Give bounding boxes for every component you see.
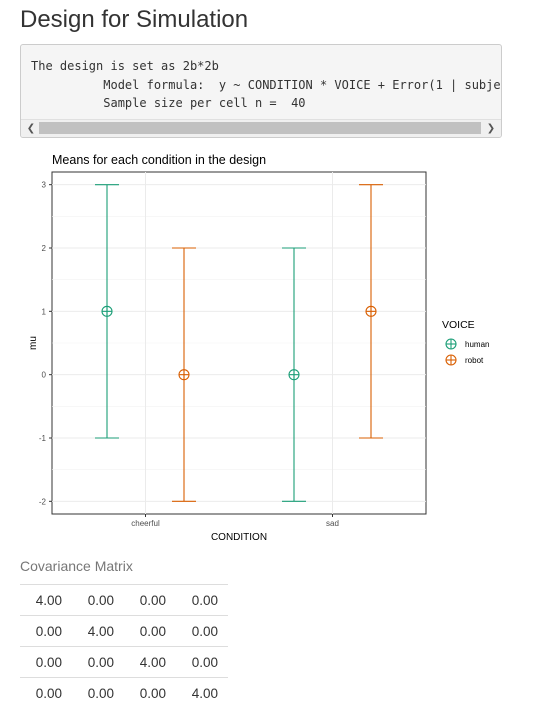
y-axis: -2 -1 0 1 2 3 (39, 181, 52, 506)
scroll-right-icon[interactable]: ❯ (486, 123, 496, 134)
means-chart: Means for each condition in the design -… (28, 153, 489, 543)
table-cell: 0.00 (124, 615, 176, 647)
table-cell: 4.00 (72, 615, 124, 647)
code-output-box: The design is set as 2b*2b Model formula… (20, 44, 502, 138)
table-cell: 0.00 (20, 677, 72, 708)
table-cell: 0.00 (72, 646, 124, 678)
table-cell: 0.00 (72, 677, 124, 708)
y-tick-label: 1 (42, 307, 47, 316)
table-cell: 0.00 (20, 646, 72, 678)
x-axis: cheerful sad (131, 514, 339, 528)
table-cell: 0.00 (176, 646, 228, 678)
y-tick-label: -2 (39, 497, 47, 506)
error-bar-robot-sad (359, 184, 383, 439)
table-cell: 0.00 (20, 615, 72, 647)
code-output-text: The design is set as 2b*2b Model formula… (31, 57, 502, 113)
page-title: Design for Simulation (20, 6, 249, 33)
legend: VOICE human robot (442, 319, 489, 366)
chart-title: Means for each condition in the design (52, 153, 266, 167)
series-layer (95, 184, 383, 502)
legend-label: human (465, 340, 489, 349)
table-row: 0.00 0.00 4.00 0.00 (20, 646, 228, 678)
table-cell: 4.00 (124, 646, 176, 678)
x-tick-label: sad (326, 519, 339, 528)
error-bar-robot-cheerful (172, 247, 196, 502)
y-tick-label: 3 (42, 181, 47, 190)
table-cell: 4.00 (20, 584, 72, 616)
table-row: 0.00 4.00 0.00 0.00 (20, 615, 228, 647)
legend-item-robot: robot (445, 354, 484, 366)
code-line: Model formula: y ~ CONDITION * VOICE + E… (31, 77, 502, 92)
table-cell: 4.00 (176, 677, 228, 708)
code-line: The design is set as 2b*2b (31, 59, 219, 73)
table-cell: 0.00 (72, 584, 124, 616)
covariance-title: Covariance Matrix (20, 558, 133, 574)
x-tick-label: cheerful (131, 519, 160, 528)
scrollbar-thumb[interactable] (39, 122, 481, 134)
code-line: Sample size per cell n = 40 (31, 96, 306, 110)
x-axis-label: CONDITION (211, 532, 267, 543)
grid-minor (52, 216, 426, 470)
legend-item-human: human (445, 338, 489, 350)
error-bar-human-sad (282, 247, 306, 502)
y-tick-label: 2 (42, 244, 47, 253)
table-cell: 0.00 (124, 584, 176, 616)
table-cell: 0.00 (124, 677, 176, 708)
scroll-left-icon[interactable]: ❮ (26, 123, 36, 134)
covariance-table: 4.00 0.00 0.00 0.00 0.00 4.00 0.00 0.00 0.00 0.00… (20, 584, 228, 708)
table-row: 4.00 0.00 0.00 0.00 (20, 584, 228, 616)
legend-title: VOICE (442, 319, 475, 331)
legend-label: robot (465, 356, 484, 365)
table-cell: 0.00 (176, 615, 228, 647)
y-tick-label: 0 (42, 371, 47, 380)
error-bar-human-cheerful (95, 184, 119, 439)
horizontal-scrollbar[interactable]: ❮ ❯ (21, 119, 501, 137)
table-row: 0.00 0.00 0.00 4.00 (20, 677, 228, 708)
y-axis-label: mu (28, 336, 39, 350)
table-cell: 0.00 (176, 584, 228, 616)
y-tick-label: -1 (39, 434, 47, 443)
